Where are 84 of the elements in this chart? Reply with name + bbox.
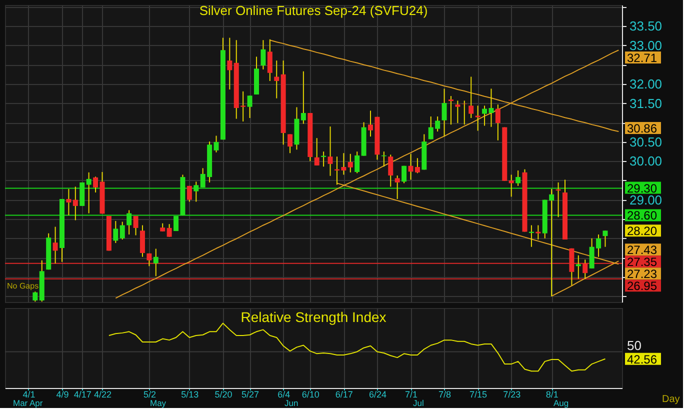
candlestick: [348, 153, 353, 173]
data-label: 27.23: [627, 267, 658, 282]
y-tick-label: 30.50: [630, 134, 662, 150]
candlestick: [166, 224, 172, 238]
x-tick-label: 5/13: [181, 390, 199, 400]
candlestick: [274, 60, 280, 99]
candlestick: [66, 188, 72, 216]
candlestick: [113, 220, 118, 244]
chart-title: Silver Online Futures Sep-24 (SVFU24): [199, 2, 428, 18]
candlestick: [354, 151, 360, 174]
chart-title: Relative Strength Index: [240, 309, 386, 325]
x-tick-label: 4/17: [74, 390, 92, 400]
candlestick: [495, 104, 500, 141]
candlestick: [508, 174, 514, 198]
x-tick-label: 6/17: [335, 390, 353, 400]
text: 42.56: [627, 352, 658, 366]
x-tick-label: 4/1: [22, 390, 36, 400]
text: Aug: [554, 398, 569, 408]
annotation: No Gaps: [7, 282, 39, 290]
y-tick-label: 31.50: [630, 96, 662, 111]
text: 28.20: [627, 224, 658, 238]
candlestick: [455, 100, 460, 124]
y-tick-label: 32.00: [630, 76, 662, 92]
candlestick: [442, 88, 447, 138]
candlestick: [448, 96, 454, 126]
candlestick: [394, 174, 400, 200]
x-tick-label: 7/1: [404, 390, 418, 400]
y-tick-label: 33.00: [630, 38, 662, 53]
text: 50: [627, 338, 642, 353]
data-label: 32.71: [627, 51, 658, 65]
candlestick: [120, 221, 125, 240]
candlestick: [536, 224, 541, 240]
candlestick: [388, 154, 394, 188]
x-tick-label: 8/1: [546, 390, 558, 400]
candlestick: [140, 224, 145, 258]
candlestick: [300, 70, 306, 124]
text: Mar: [13, 398, 28, 408]
candlestick: [214, 135, 219, 153]
text: Apr: [30, 398, 43, 408]
data-label: 30.86: [627, 122, 658, 136]
candlestick: [602, 230, 608, 248]
candlestick: [314, 138, 320, 166]
x-tick-label: 6/10: [302, 390, 320, 400]
candlestick: [260, 40, 266, 70]
candlestick: [408, 153, 414, 180]
x-tick-label: 6/24: [368, 390, 386, 400]
x-tick-label: 5/2: [143, 390, 156, 400]
candlestick: [133, 215, 138, 236]
x-tick-label: 4/22: [94, 390, 112, 400]
ref-line-label: 27.35: [627, 255, 658, 270]
x-tick-label: 7/8: [438, 390, 452, 400]
candlestick: [414, 158, 420, 174]
candlestick: [288, 134, 293, 154]
candlestick: [569, 248, 574, 286]
candlestick: [153, 248, 158, 277]
candlestick: [468, 76, 474, 119]
candlestick: [475, 105, 480, 132]
candlestick: [227, 37, 232, 90]
candlestick: [267, 38, 272, 82]
y-tick-label: 30.00: [630, 154, 662, 169]
ref-line-label: 26.95: [627, 279, 658, 294]
x-tick-label: 5/20: [214, 390, 232, 400]
candlestick: [462, 100, 467, 126]
text: Jun: [284, 398, 298, 408]
text: Jul: [413, 398, 424, 408]
x-tick-label: 7/23: [503, 390, 521, 400]
candlestick: [52, 226, 58, 264]
x-tick-label: 4/9: [56, 390, 69, 400]
y-tick-label: 33.50: [630, 18, 662, 34]
x-tick-label: 6/4: [278, 390, 290, 400]
candlestick: [582, 259, 588, 280]
candlestick: [576, 254, 581, 280]
candlestick: [146, 252, 152, 267]
candlestick: [328, 126, 333, 176]
data-label: 27.43: [627, 243, 658, 258]
candlestick: [186, 185, 192, 202]
text: May: [150, 398, 167, 408]
candlestick: [247, 95, 252, 119]
candlestick: [72, 186, 78, 221]
ref-line-label: 28.60: [627, 208, 658, 223]
text: Day: [662, 394, 680, 405]
candlestick: [402, 165, 407, 184]
x-tick-label: 7/15: [470, 390, 488, 400]
x-tick-label: 5/27: [242, 390, 260, 400]
